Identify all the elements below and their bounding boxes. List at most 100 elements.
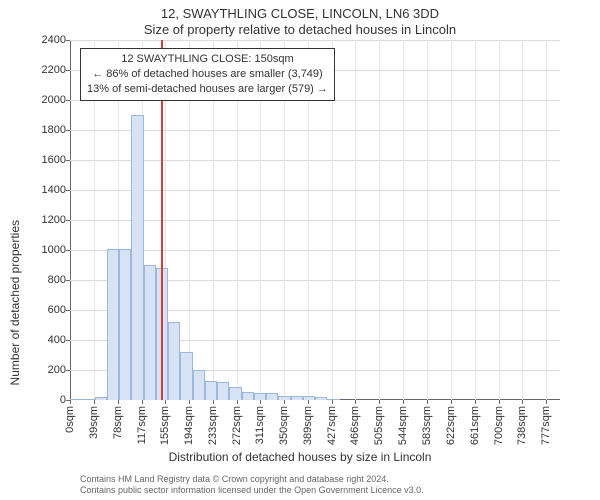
x-tickmark <box>546 400 547 404</box>
x-tickmark <box>379 400 380 404</box>
histogram-bar <box>242 392 254 400</box>
gridline-v <box>355 40 356 400</box>
y-tickmark <box>66 70 70 71</box>
histogram-bar <box>205 381 217 401</box>
x-tick-label: 466sqm <box>349 406 361 445</box>
y-tick-label: 1400 <box>42 184 66 196</box>
x-tick-label: 427sqm <box>326 406 338 445</box>
x-axis-label: Distribution of detached houses by size … <box>0 450 600 464</box>
x-tick-label: 272sqm <box>231 406 243 445</box>
y-tick-label: 600 <box>48 304 66 316</box>
x-tickmark <box>355 400 356 404</box>
x-tick-label: 78sqm <box>112 406 124 439</box>
x-tick-label: 389sqm <box>302 406 314 445</box>
histogram-bar <box>119 249 131 401</box>
histogram-bar <box>95 397 107 400</box>
x-tick-label: 505sqm <box>373 406 385 445</box>
histogram-bar <box>278 396 290 400</box>
y-tickmark <box>66 40 70 41</box>
x-tickmark <box>260 400 261 404</box>
gridline-h <box>70 160 560 161</box>
attribution-line2: Contains public sector information licen… <box>80 485 424 496</box>
x-tickmark <box>70 400 71 404</box>
annotation-line: 13% of semi-detached houses are larger (… <box>87 82 328 97</box>
y-tickmark <box>66 130 70 131</box>
y-tickmark <box>66 280 70 281</box>
histogram-bar <box>180 352 192 400</box>
y-tick-label: 2400 <box>42 34 66 46</box>
y-tick-label: 1600 <box>42 154 66 166</box>
histogram-bar <box>229 387 241 401</box>
y-tick-label: 200 <box>48 364 66 376</box>
histogram-bar <box>266 393 278 401</box>
chart-title-2: Size of property relative to detached ho… <box>0 22 600 37</box>
y-tick-label: 1800 <box>42 124 66 136</box>
y-tickmark <box>66 310 70 311</box>
chart-title-1: 12, SWAYTHLING CLOSE, LINCOLN, LN6 3DD <box>0 6 600 21</box>
attribution-line1: Contains HM Land Registry data © Crown c… <box>80 474 424 485</box>
x-tickmark <box>94 400 95 404</box>
histogram-bar <box>303 396 315 400</box>
histogram-bar <box>168 322 180 400</box>
x-tickmark <box>308 400 309 404</box>
x-tick-label: 194sqm <box>183 406 195 445</box>
x-tickmark <box>165 400 166 404</box>
histogram-bar <box>131 115 143 400</box>
gridline-h <box>70 220 560 221</box>
x-tick-label: 117sqm <box>136 406 148 444</box>
y-tickmark <box>66 220 70 221</box>
y-tickmark <box>66 340 70 341</box>
x-tick-label: 233sqm <box>207 406 219 445</box>
gridline-h <box>70 250 560 251</box>
x-tick-label: 544sqm <box>397 406 409 445</box>
y-tickmark <box>66 100 70 101</box>
gridline-v <box>427 40 428 400</box>
histogram-bar <box>82 399 94 401</box>
x-tickmark <box>451 400 452 404</box>
x-tickmark <box>499 400 500 404</box>
y-tickmark <box>66 250 70 251</box>
gridline-v <box>451 40 452 400</box>
gridline-h <box>70 190 560 191</box>
y-tick-label: 2000 <box>42 94 66 106</box>
x-tick-label: 155sqm <box>159 406 171 445</box>
chart-container: 12, SWAYTHLING CLOSE, LINCOLN, LN6 3DD S… <box>0 0 600 500</box>
histogram-bar <box>217 382 229 400</box>
gridline-v <box>546 40 547 400</box>
y-tick-label: 1200 <box>42 214 66 226</box>
gridline-h <box>70 40 560 41</box>
annotation-line: 12 SWAYTHLING CLOSE: 150sqm <box>87 52 328 67</box>
gridline-v <box>403 40 404 400</box>
attribution: Contains HM Land Registry data © Crown c… <box>80 474 424 497</box>
x-tickmark <box>118 400 119 404</box>
histogram-bar <box>107 249 119 401</box>
histogram-bar <box>70 399 82 400</box>
y-tickmark <box>66 190 70 191</box>
x-tick-label: 311sqm <box>254 406 266 444</box>
annotation-line: ← 86% of detached houses are smaller (3,… <box>87 67 328 82</box>
x-tick-label: 777sqm <box>540 406 552 445</box>
y-tick-label: 0 <box>60 394 66 406</box>
y-tick-label: 1000 <box>42 244 66 256</box>
x-tickmark <box>522 400 523 404</box>
histogram-bar <box>254 393 266 401</box>
annotation-box: 12 SWAYTHLING CLOSE: 150sqm← 86% of deta… <box>80 48 335 101</box>
histogram-bar <box>315 397 327 400</box>
x-tickmark <box>189 400 190 404</box>
gridline-v <box>379 40 380 400</box>
x-tick-label: 350sqm <box>278 406 290 445</box>
y-tick-label: 400 <box>48 334 66 346</box>
x-tick-label: 622sqm <box>445 406 457 445</box>
histogram-bar <box>193 370 205 400</box>
x-tickmark <box>284 400 285 404</box>
x-tick-label: 39sqm <box>88 406 100 439</box>
gridline-v <box>522 40 523 400</box>
histogram-bar <box>327 399 339 401</box>
x-tickmark <box>475 400 476 404</box>
x-tick-label: 0sqm <box>64 406 76 433</box>
x-tick-label: 583sqm <box>421 406 433 445</box>
gridline-v <box>475 40 476 400</box>
y-tick-label: 2200 <box>42 64 66 76</box>
x-tickmark <box>427 400 428 404</box>
x-tickmark <box>213 400 214 404</box>
